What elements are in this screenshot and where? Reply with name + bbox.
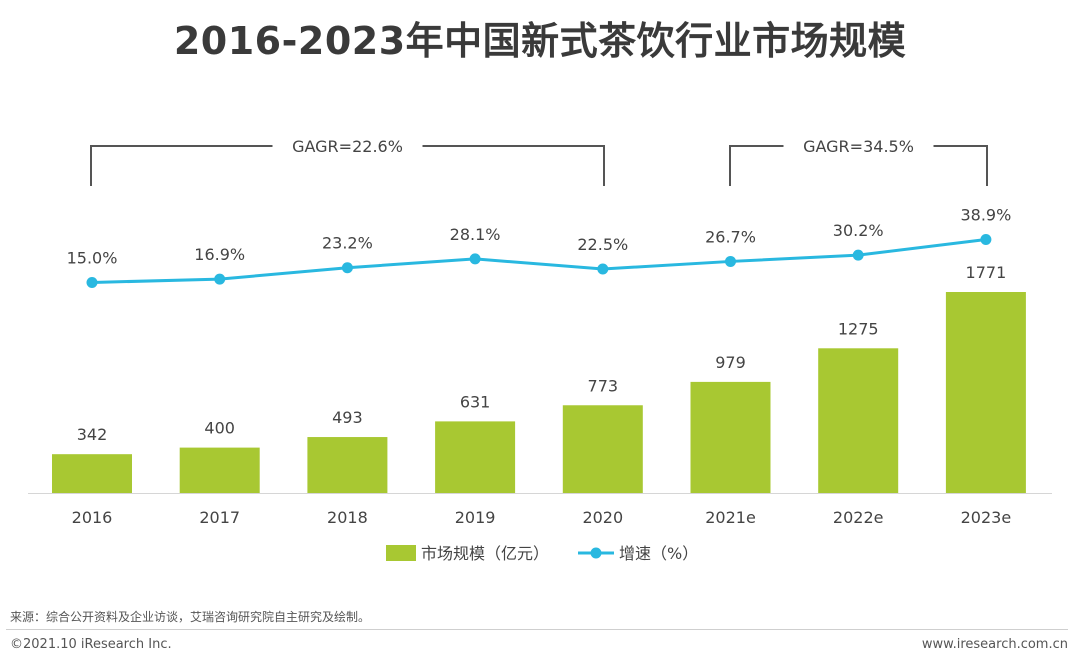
bar-2019 (435, 421, 516, 493)
source-note: 来源：综合公开资料及企业访谈，艾瑞咨询研究院自主研究及绘制。 (10, 610, 371, 624)
x-tick-label-2021e: 2021e (705, 508, 756, 527)
x-tick-label-2018: 2018 (327, 508, 368, 527)
copyright-text: ©2021.10 iResearch Inc. (10, 637, 172, 652)
bar-value-label-2016: 342 (77, 425, 108, 444)
growth-line (91, 237, 987, 284)
bar-2018 (307, 437, 388, 493)
cagr-bracket-right-2 (933, 145, 988, 186)
bar-value-label-2018: 493 (332, 408, 363, 427)
footer-divider (6, 629, 1068, 630)
bar-2016 (52, 454, 132, 493)
bar-2022e (818, 348, 899, 493)
x-tick-label-2023e: 2023e (961, 508, 1012, 527)
x-tick-label-2022e: 2022e (833, 508, 884, 527)
growth-label-2023e: 38.9% (960, 205, 1011, 224)
bar-2023e (945, 292, 1026, 493)
cagr-label-2: GAGR=34.5% (803, 137, 914, 156)
cagr-label-1: GAGR=22.6% (292, 137, 403, 156)
x-tick-label-2016: 2016 (72, 508, 113, 527)
bar-value-label-2021e: 979 (715, 353, 746, 372)
cagr-bracket-left-2 (729, 145, 784, 186)
cagr-bracket-right-1 (422, 145, 605, 186)
x-tick-label-2019: 2019 (455, 508, 496, 527)
growth-point-2023e (980, 233, 992, 245)
growth-point-2021e (725, 255, 736, 267)
legend-bar-swatch (386, 545, 416, 561)
chart-canvas: 342 2016 400 2017 493 2018 631 2019 773 2020 979 20… (28, 137, 1052, 563)
growth-label-2020: 22.5% (577, 235, 628, 254)
growth-point-2017 (214, 273, 226, 285)
growth-point-2019 (469, 253, 481, 265)
bar-value-label-2019: 631 (460, 392, 491, 411)
chart-title: 2016-2023年中国新式茶饮行业市场规模 (173, 19, 907, 63)
bar-2017 (179, 447, 260, 493)
legend-line-label: 增速（%） (619, 544, 698, 563)
growth-label-2018: 23.2% (322, 234, 373, 253)
bar-value-label-2023e: 1771 (966, 263, 1007, 282)
legend-line-marker (590, 547, 602, 559)
bar-value-label-2020: 773 (588, 376, 619, 395)
legend-bar-label: 市场规模（亿元） (421, 544, 549, 563)
bar-2021e (690, 381, 771, 493)
growth-point-2018 (341, 262, 353, 274)
growth-label-2022e: 30.2% (833, 221, 884, 240)
cagr-bracket-left-1 (90, 145, 273, 186)
growth-label-2019: 28.1% (450, 225, 501, 244)
growth-point-2016 (86, 277, 98, 288)
bar-2020 (562, 405, 643, 493)
x-tick-label-2020: 2020 (582, 508, 623, 527)
growth-label-2017: 16.9% (194, 245, 245, 264)
website-link[interactable]: www.iresearch.com.cn (921, 637, 1068, 652)
growth-label-2016: 15.0% (67, 249, 118, 268)
bar-value-label-2022e: 1275 (838, 319, 879, 338)
growth-point-2022e (852, 249, 864, 261)
x-tick-label-2017: 2017 (199, 508, 240, 527)
bar-value-label-2017: 400 (204, 419, 235, 438)
growth-label-2021e: 26.7% (705, 227, 756, 246)
growth-point-2020 (597, 263, 609, 275)
